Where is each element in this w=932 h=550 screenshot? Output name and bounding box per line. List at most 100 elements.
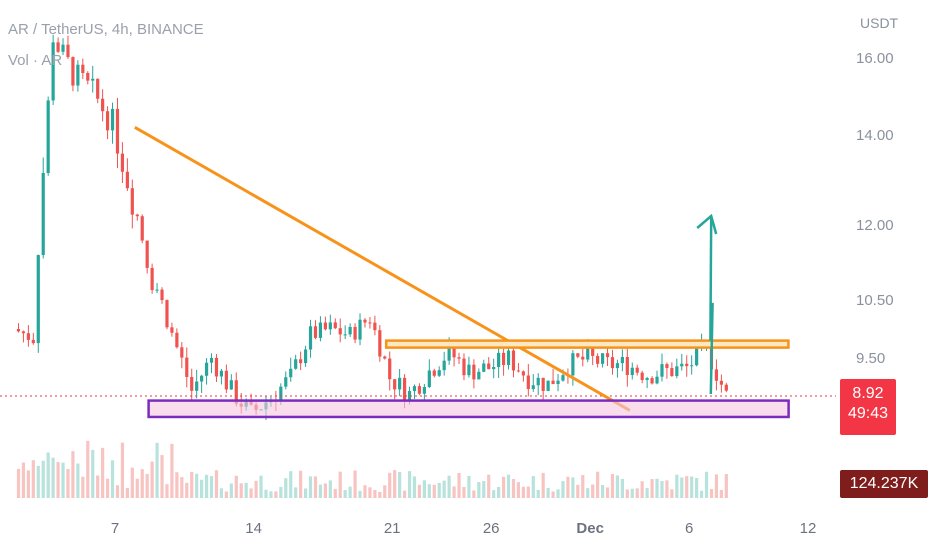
- volume-bar: [299, 470, 303, 498]
- candle-body: [120, 153, 125, 172]
- candle-body: [289, 368, 293, 378]
- volume-bar: [506, 474, 511, 498]
- volume-bar: [66, 469, 70, 498]
- volume-bar: [685, 476, 689, 498]
- projection-path[interactable]: [709, 215, 714, 395]
- volume-bar: [675, 474, 679, 498]
- descending-trendline[interactable]: [134, 125, 631, 412]
- candle-body: [511, 350, 516, 371]
- candle-body: [234, 380, 238, 404]
- volume-bar: [487, 474, 491, 498]
- volume-bar: [407, 471, 412, 498]
- candle-body: [299, 359, 303, 364]
- volume-bar: [170, 443, 174, 498]
- volume-bar: [289, 471, 293, 498]
- symbol-title[interactable]: AR / TetherUS, 4h, BINANCE: [8, 21, 204, 38]
- volume-bar: [56, 462, 60, 498]
- candle-body: [591, 348, 595, 356]
- candle-body: [625, 356, 629, 376]
- volume-bar: [650, 479, 654, 498]
- candle-body: [170, 327, 174, 333]
- candle-body: [383, 356, 387, 359]
- candle-body: [125, 171, 129, 189]
- candle-body: [437, 370, 441, 376]
- candle-body: [313, 326, 318, 338]
- price-tick-label: 16.00: [856, 50, 894, 67]
- candle-body: [526, 375, 530, 390]
- volume-bar: [724, 474, 728, 498]
- candle-body: [685, 363, 689, 367]
- volume-bar: [383, 485, 387, 498]
- volume-bar: [378, 491, 382, 498]
- volume-value-tag: 124.237K: [840, 470, 928, 498]
- candle-body: [190, 376, 194, 391]
- volume-bar: [140, 469, 144, 498]
- time-tick-label: 6: [685, 520, 693, 537]
- volume-bar: [26, 470, 30, 498]
- volume-bar: [259, 475, 263, 498]
- volume-bar: [150, 461, 154, 498]
- candle-body: [308, 326, 313, 350]
- volume-bar: [427, 484, 431, 498]
- current-price-value: 8.92: [852, 385, 884, 402]
- volume-bar: [96, 475, 100, 498]
- volume-bar: [432, 484, 436, 498]
- candle-body: [719, 380, 723, 385]
- volume-bar: [482, 481, 486, 498]
- volume-bar: [363, 485, 367, 498]
- volume-bar: [353, 470, 357, 498]
- candle-body: [110, 108, 115, 131]
- volume-bar: [180, 477, 184, 498]
- candle-body: [610, 357, 615, 369]
- candle-body: [422, 386, 426, 394]
- volume-bar: [442, 480, 446, 498]
- resistance-zone[interactable]: [384, 339, 790, 349]
- volume-bar: [338, 471, 342, 498]
- candle-body: [531, 385, 535, 390]
- time-tick-label: 12: [800, 520, 817, 537]
- volume-bar: [586, 488, 590, 498]
- candle-body: [155, 289, 159, 291]
- volume-bar: [447, 475, 451, 498]
- drawings[interactable]: [134, 125, 790, 419]
- price-tick-label: 14.00: [856, 127, 894, 144]
- volume-bar: [204, 474, 209, 498]
- volume-bar: [546, 487, 550, 498]
- volume-bar: [402, 490, 407, 498]
- volume-bar: [620, 478, 624, 498]
- candle-body: [620, 356, 624, 364]
- volume-bar: [699, 490, 704, 498]
- volume-bar: [477, 482, 481, 498]
- volume-bar: [635, 488, 639, 498]
- volume-bar: [214, 470, 219, 498]
- candle-body: [427, 370, 431, 387]
- volume-bar: [511, 479, 516, 498]
- volume-bar: [249, 488, 253, 498]
- volume-bar: [86, 440, 90, 498]
- volume-label: Vol · AR: [8, 52, 63, 69]
- candle-body: [482, 363, 486, 372]
- candle-body: [279, 386, 283, 401]
- time-tick-label: 7: [111, 520, 119, 537]
- candle-body: [462, 358, 466, 376]
- volume-bar: [46, 452, 50, 498]
- candle-body: [219, 370, 224, 377]
- support-zone[interactable]: [147, 399, 790, 419]
- volume-bar: [31, 460, 35, 498]
- candle-body: [635, 367, 639, 373]
- candle-body: [135, 214, 139, 217]
- candle-body: [31, 339, 35, 344]
- volume-bar: [566, 476, 570, 498]
- volume-bar: [318, 484, 323, 498]
- candle-body: [452, 344, 456, 358]
- candle-body: [398, 377, 402, 390]
- volume-bar: [16, 468, 21, 498]
- candle-body: [140, 216, 144, 241]
- candle-body: [175, 332, 179, 348]
- volume-bar: [417, 484, 422, 498]
- candle-body: [185, 357, 189, 377]
- candle-body: [323, 322, 327, 330]
- candle-body: [457, 357, 461, 359]
